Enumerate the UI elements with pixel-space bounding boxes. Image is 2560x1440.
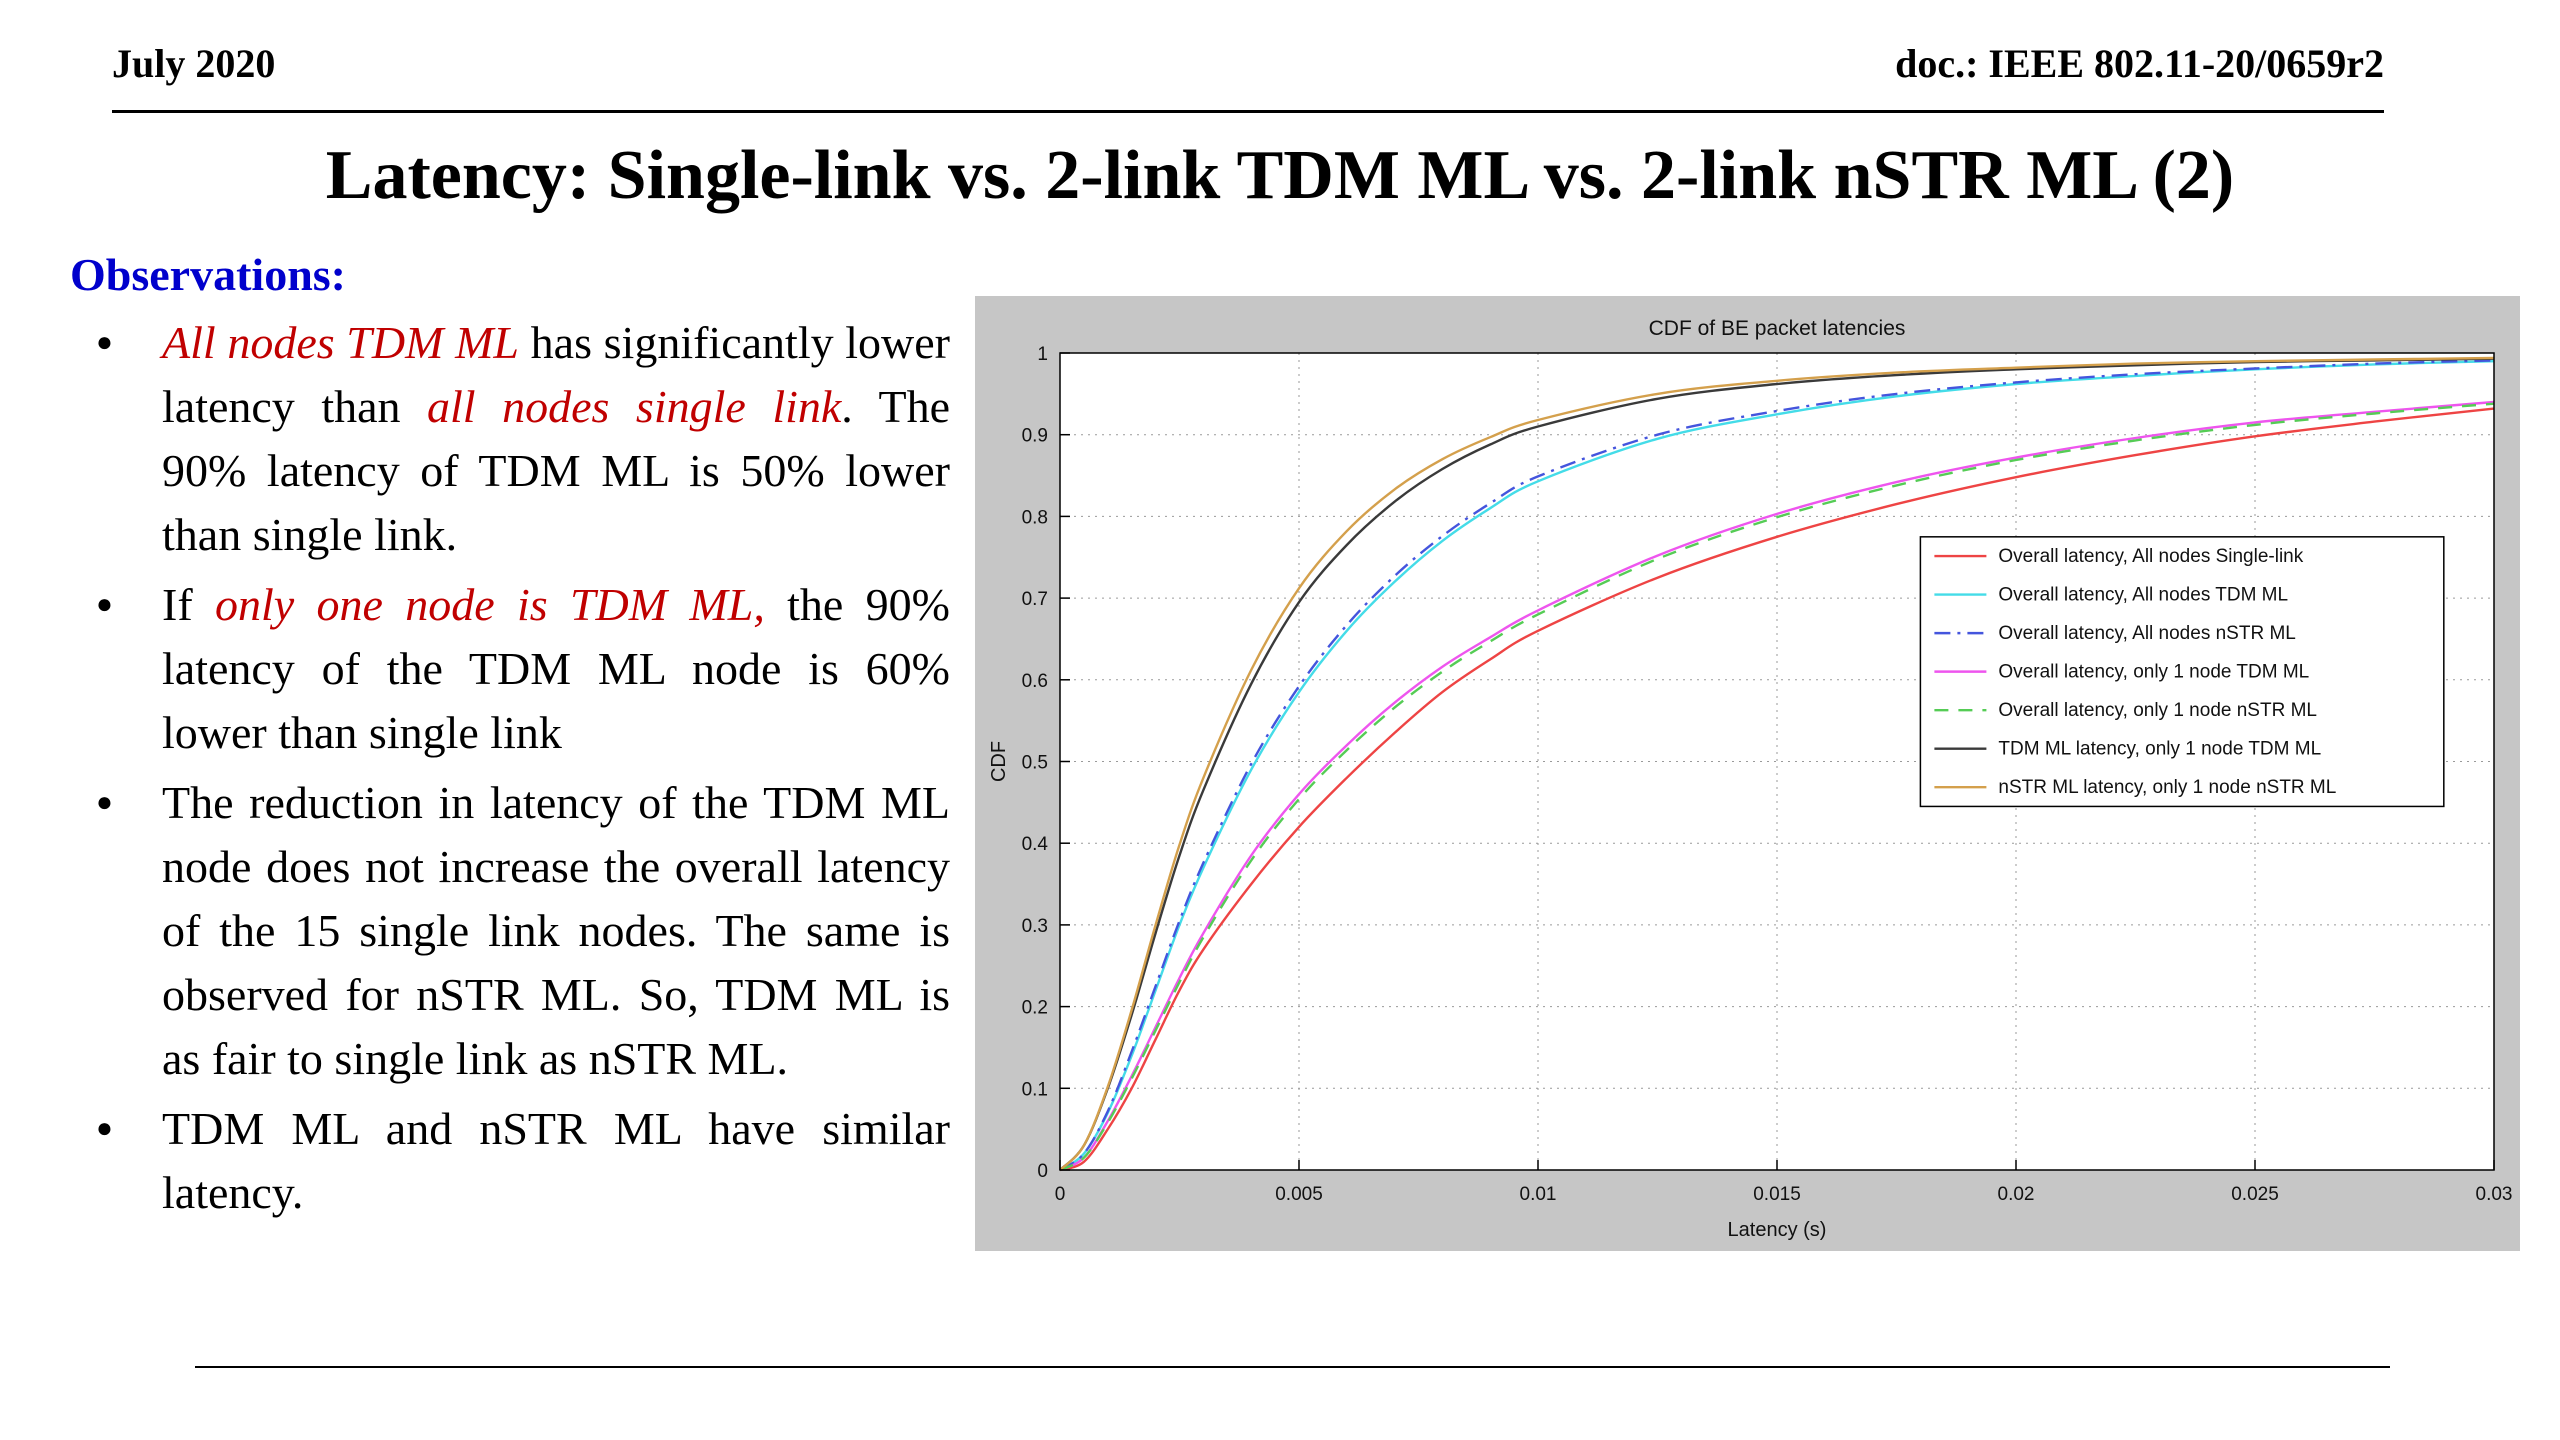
header-date: July 2020 <box>112 41 276 86</box>
body-text: If <box>162 579 215 630</box>
x-tick-label: 0.02 <box>1998 1184 2035 1205</box>
observations-list: All nodes TDM ML has significantly lower… <box>70 311 950 1225</box>
list-item: If only one node is TDM ML, the 90% late… <box>96 573 950 765</box>
body-text: The reduction in latency of the TDM ML n… <box>162 777 950 1084</box>
emphasis-text: All nodes TDM ML <box>162 317 519 368</box>
legend-item: Overall latency, only 1 node nSTR ML <box>1934 700 2317 721</box>
chart-title: CDF of BE packet latencies <box>1649 317 1906 340</box>
legend-label: TDM ML latency, only 1 node TDM ML <box>1998 739 2321 760</box>
list-item: The reduction in latency of the TDM ML n… <box>96 771 950 1091</box>
list-item: TDM ML and nSTR ML have similar latency. <box>96 1097 950 1225</box>
legend-label: nSTR ML latency, only 1 node nSTR ML <box>1998 777 2336 798</box>
legend-item: Overall latency, All nodes nSTR ML <box>1934 623 2296 644</box>
legend-item: TDM ML latency, only 1 node TDM ML <box>1934 739 2321 760</box>
legend-label: Overall latency, only 1 node TDM ML <box>1998 662 2309 683</box>
observations-heading: Observations: <box>70 249 346 300</box>
body-text: has significantly lower latency than <box>162 317 951 432</box>
series-line <box>1059 360 2495 1172</box>
y-tick-label: 0.3 <box>1022 916 1048 937</box>
legend-label: Overall latency, only 1 node nSTR ML <box>1998 700 2317 721</box>
legend-label: Overall latency, All nodes Single-link <box>1998 546 2303 567</box>
y-tick-label: 0.9 <box>1022 426 1048 447</box>
y-tick-label: 0 <box>1037 1161 1048 1182</box>
y-tick-label: 0.1 <box>1022 1079 1048 1100</box>
series-line <box>1059 359 2495 1172</box>
y-tick-label: 0.8 <box>1022 507 1048 528</box>
legend-item: Overall latency, All nodes TDM ML <box>1934 585 2288 606</box>
series-line <box>1059 356 2495 1171</box>
x-tick-label: 0 <box>1055 1184 1066 1205</box>
y-tick-label: 0.2 <box>1022 998 1048 1019</box>
x-axis-label: Latency (s) <box>1728 1219 1827 1241</box>
latency-figure: 0 0.005 0.01 0.015 0.02 0.025 0.03 0 0.1 0.2 0.3 0.… <box>975 296 2520 1251</box>
observations-panel: Observations: All nodes TDM ML has signi… <box>70 248 950 1231</box>
list-item: All nodes TDM ML has significantly lower… <box>96 311 951 567</box>
emphasis-text: all nodes single link <box>427 381 842 432</box>
footer-rule <box>195 1366 2390 1368</box>
latency-cdf-chart: 0 0.005 0.01 0.015 0.02 0.025 0.03 0 0.1 0.2 0.3 0.… <box>975 296 2520 1251</box>
header-rule <box>112 110 2384 113</box>
legend-label: Overall latency, All nodes nSTR ML <box>1998 623 2295 644</box>
legend-item: Overall latency, All nodes Single-link <box>1934 546 2304 567</box>
y-tick-label: 0.4 <box>1022 834 1049 855</box>
body-text: . The 90% latency of TDM ML is 50% lower… <box>162 381 950 560</box>
y-tick-label: 0.6 <box>1022 671 1048 692</box>
slide-title: Latency: Single-link vs. 2-link TDM ML v… <box>325 137 2235 214</box>
body-text: the 90% latency of the TDM ML node is 60… <box>162 579 950 758</box>
series-line <box>1059 400 2495 1172</box>
body-text: TDM ML and nSTR ML have similar latency. <box>162 1103 950 1218</box>
y-tick-label: 1 <box>1037 344 1048 365</box>
series-curves <box>1059 356 2495 1172</box>
emphasis-text: only one node is TDM ML, <box>214 579 765 630</box>
series-line <box>1059 407 2495 1172</box>
gridlines <box>1060 353 2494 1170</box>
series-line <box>1059 402 2495 1172</box>
legend-label: Overall latency, All nodes TDM ML <box>1998 585 2288 606</box>
axis-ticks: 0 0.005 0.01 0.015 0.02 0.025 0.03 0 0.1 0.2 0.3 0.… <box>1022 344 2513 1205</box>
x-tick-label: 0.01 <box>1520 1184 1557 1205</box>
page-header: July 2020 doc.: IEEE 802.11-20/0659r2 <box>112 40 2384 87</box>
legend-item: nSTR ML latency, only 1 node nSTR ML <box>1934 777 2336 798</box>
header-doc-number: doc.: IEEE 802.11-20/0659r2 <box>1895 41 2384 86</box>
y-tick-label: 0.7 <box>1022 589 1048 610</box>
x-tick-label: 0.025 <box>2231 1184 2279 1205</box>
series-line <box>1059 357 2495 1171</box>
x-tick-label: 0.005 <box>1275 1184 1323 1205</box>
x-tick-label: 0.03 <box>2476 1184 2513 1205</box>
y-tick-label: 0.5 <box>1022 753 1048 774</box>
legend: Overall latency, All nodes Single-link Ov… <box>1919 536 2445 808</box>
x-tick-label: 0.015 <box>1753 1184 1801 1205</box>
legend-item: Overall latency, only 1 node TDM ML <box>1934 662 2309 683</box>
y-axis-label: CDF <box>988 741 1010 782</box>
